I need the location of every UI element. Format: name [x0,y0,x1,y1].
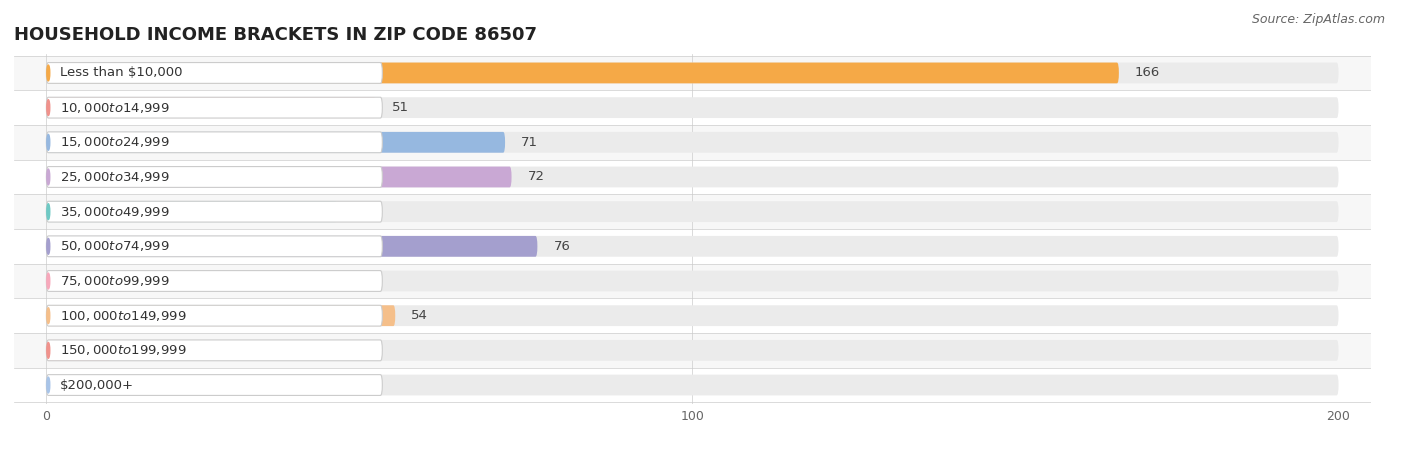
FancyBboxPatch shape [46,305,1339,326]
Text: 76: 76 [554,240,571,253]
Text: $25,000 to $34,999: $25,000 to $34,999 [60,170,170,184]
FancyBboxPatch shape [46,374,1339,396]
Circle shape [46,238,49,254]
Bar [14,298,1371,333]
Bar [14,194,1371,229]
FancyBboxPatch shape [46,236,1339,257]
FancyBboxPatch shape [46,340,1339,361]
FancyBboxPatch shape [46,167,382,187]
FancyBboxPatch shape [46,62,1119,84]
Circle shape [46,308,49,324]
Bar [14,333,1371,368]
Text: $10,000 to $14,999: $10,000 to $14,999 [60,101,170,114]
Circle shape [46,134,49,150]
Circle shape [46,100,49,115]
Bar [14,56,1371,90]
Bar [14,229,1371,264]
FancyBboxPatch shape [46,271,124,291]
FancyBboxPatch shape [46,62,1339,84]
FancyBboxPatch shape [46,374,382,396]
FancyBboxPatch shape [46,305,395,326]
Text: $35,000 to $49,999: $35,000 to $49,999 [60,205,170,219]
FancyBboxPatch shape [46,305,382,326]
FancyBboxPatch shape [46,201,1339,222]
Text: 166: 166 [1135,66,1160,79]
Text: Less than $10,000: Less than $10,000 [60,66,183,79]
FancyBboxPatch shape [46,236,382,257]
FancyBboxPatch shape [46,97,375,118]
Circle shape [46,204,49,220]
FancyBboxPatch shape [46,167,512,187]
Text: $75,000 to $99,999: $75,000 to $99,999 [60,274,170,288]
Bar [14,264,1371,298]
FancyBboxPatch shape [46,340,382,361]
Text: 0: 0 [62,379,70,392]
Circle shape [46,169,49,185]
FancyBboxPatch shape [46,62,382,84]
Text: HOUSEHOLD INCOME BRACKETS IN ZIP CODE 86507: HOUSEHOLD INCOME BRACKETS IN ZIP CODE 86… [14,26,537,44]
FancyBboxPatch shape [46,167,1339,187]
FancyBboxPatch shape [46,97,1339,118]
Text: 54: 54 [412,309,429,322]
Text: 72: 72 [527,171,544,184]
Text: 51: 51 [392,101,409,114]
Circle shape [46,273,49,289]
Text: 10: 10 [127,344,143,357]
FancyBboxPatch shape [46,271,382,291]
Text: 45: 45 [353,205,370,218]
FancyBboxPatch shape [46,201,337,222]
Bar [14,125,1371,160]
FancyBboxPatch shape [46,132,505,153]
Text: $100,000 to $149,999: $100,000 to $149,999 [60,308,187,323]
FancyBboxPatch shape [46,236,537,257]
Text: 12: 12 [141,274,157,287]
Text: $150,000 to $199,999: $150,000 to $199,999 [60,343,187,357]
Bar [14,368,1371,402]
FancyBboxPatch shape [46,97,382,118]
Circle shape [46,343,49,358]
Text: 71: 71 [522,136,538,149]
Text: $15,000 to $24,999: $15,000 to $24,999 [60,135,170,150]
FancyBboxPatch shape [46,340,111,361]
FancyBboxPatch shape [46,132,382,153]
FancyBboxPatch shape [46,132,1339,153]
Bar [14,160,1371,194]
Circle shape [46,65,49,81]
Text: $200,000+: $200,000+ [60,379,134,392]
Text: Source: ZipAtlas.com: Source: ZipAtlas.com [1251,13,1385,26]
Text: $50,000 to $74,999: $50,000 to $74,999 [60,239,170,253]
Circle shape [46,377,49,393]
Bar [14,90,1371,125]
FancyBboxPatch shape [46,271,1339,291]
FancyBboxPatch shape [46,201,382,222]
